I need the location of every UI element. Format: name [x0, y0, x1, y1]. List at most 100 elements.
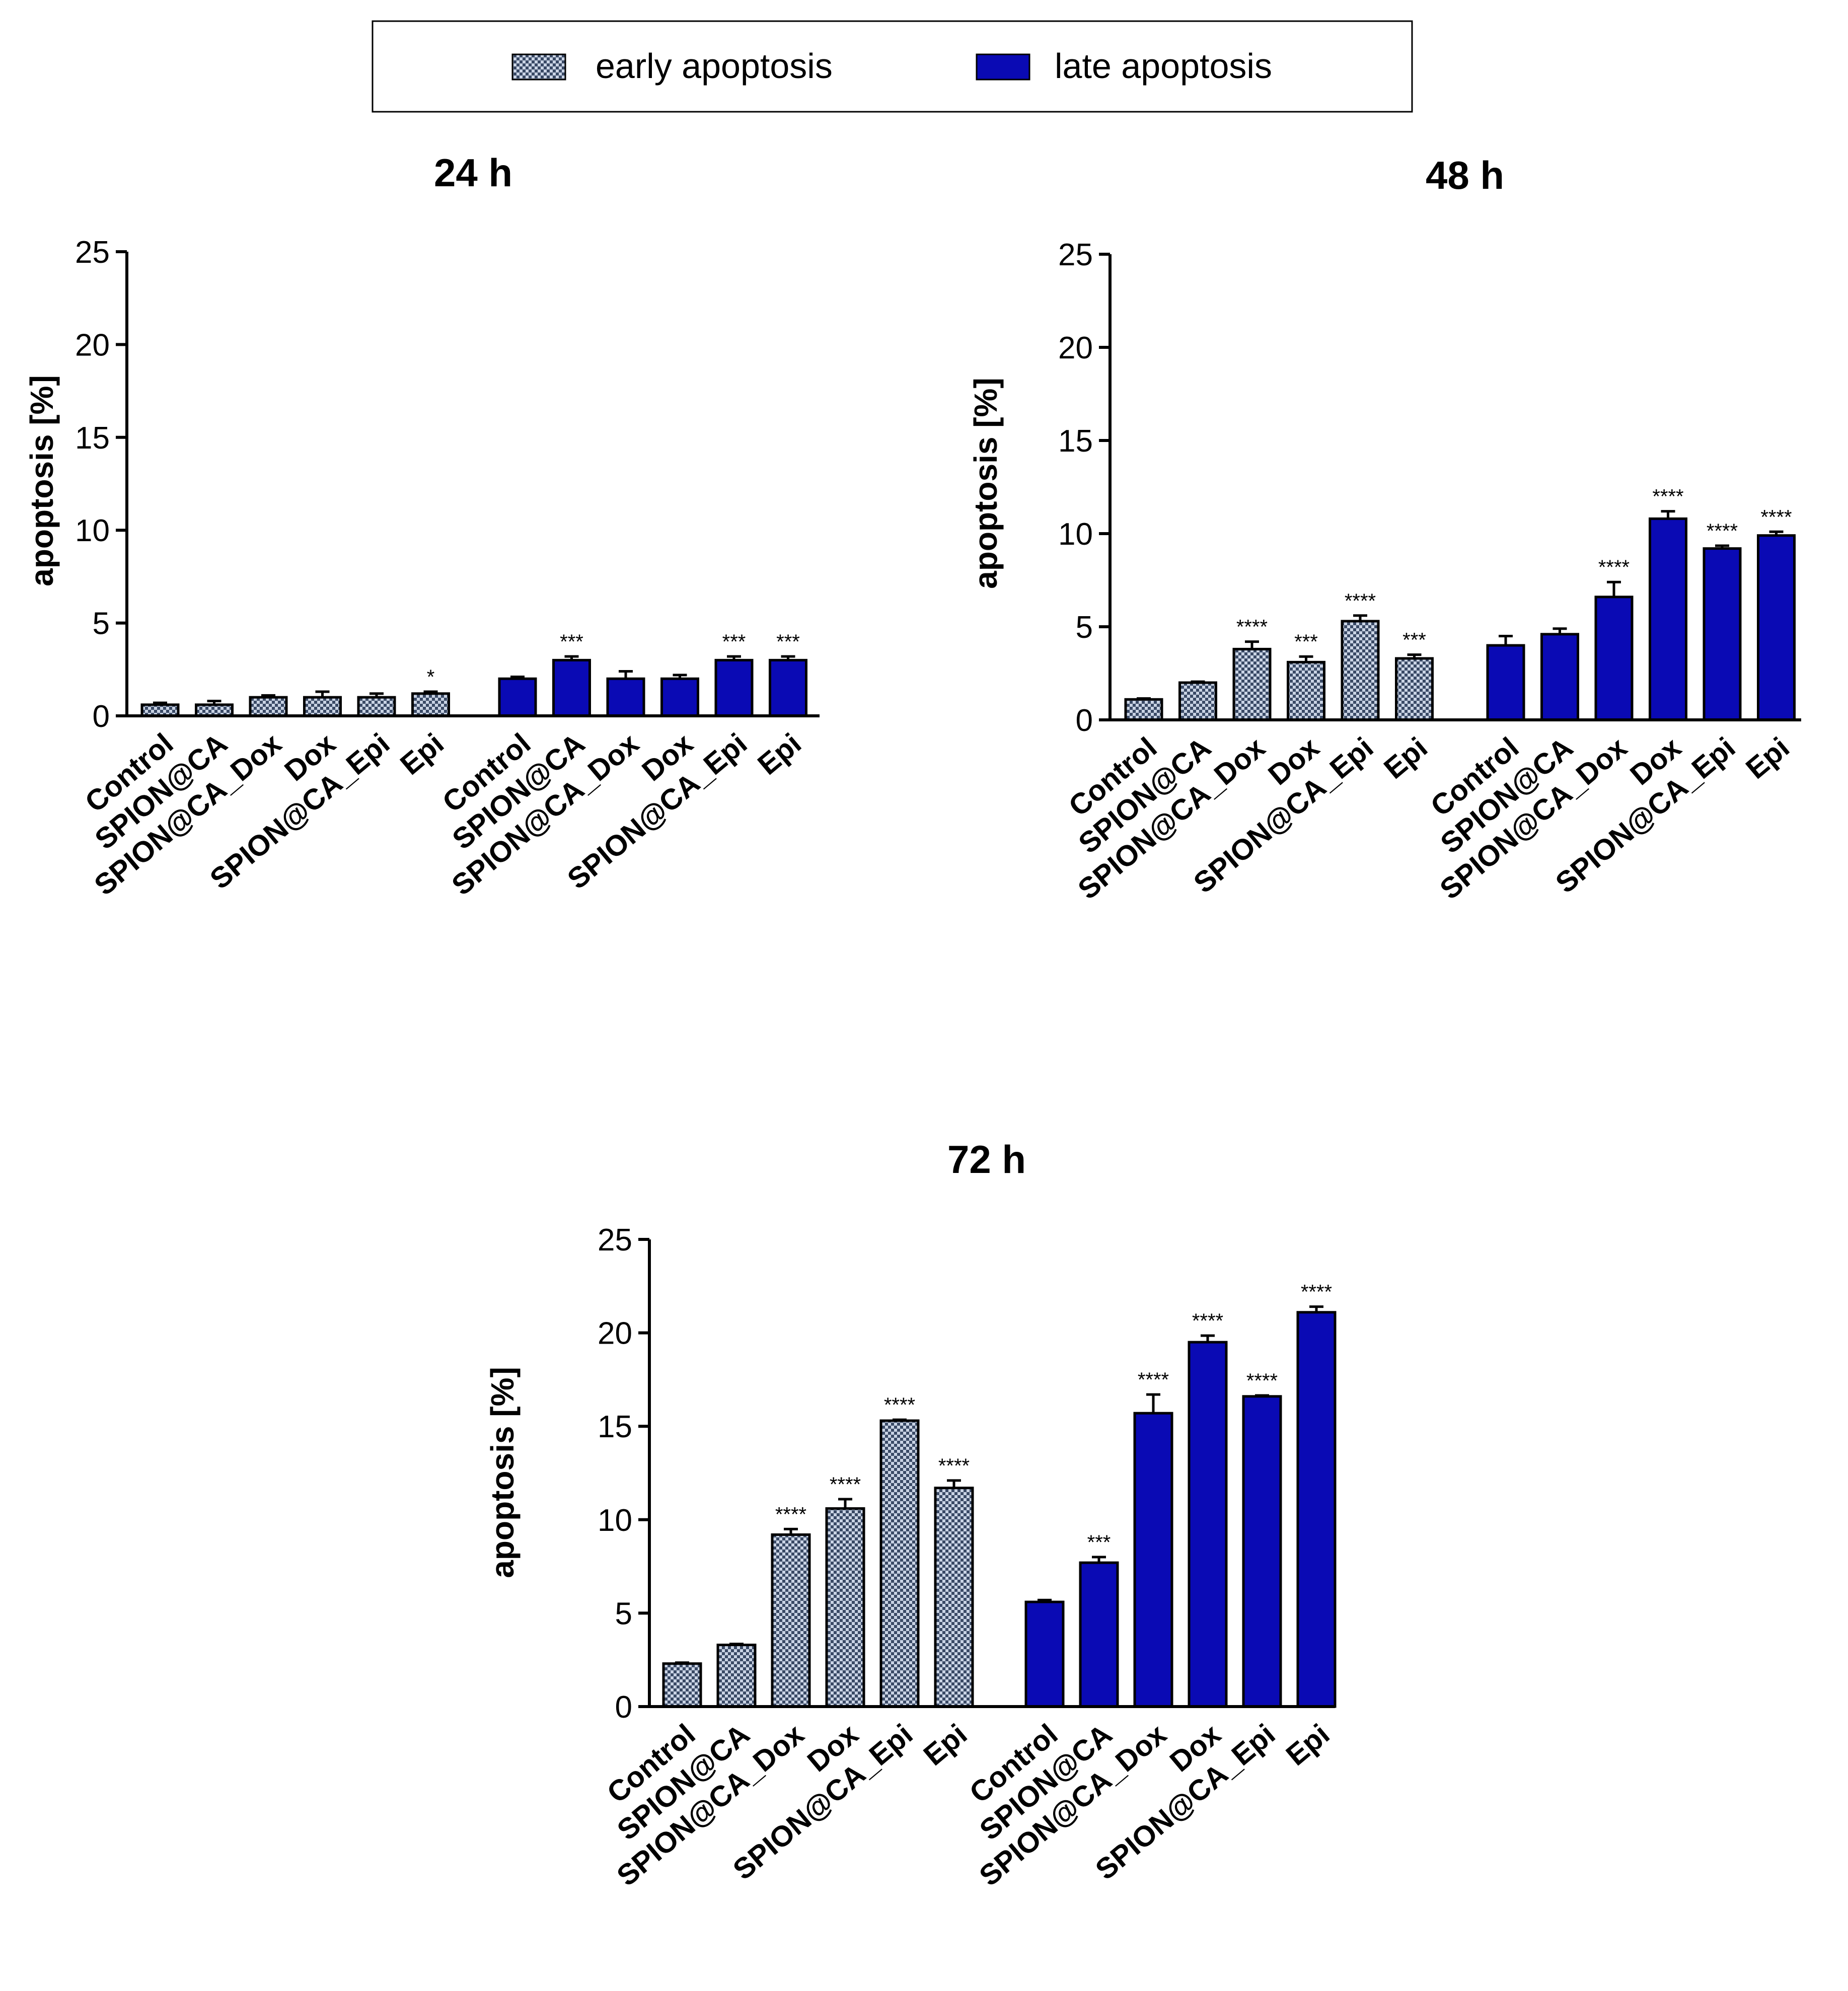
x-tick-labels: ControlSPION@CASPION@CA_DoxDoxSPION@CA_E…	[1063, 731, 1796, 906]
late-bar-dox	[1649, 517, 1687, 721]
late-bar-epi	[1296, 1311, 1337, 1708]
significance-label: ****	[884, 1394, 915, 1416]
y-tick-label: 5	[1076, 610, 1093, 645]
y-tick-label: 5	[93, 607, 110, 641]
late-bar-spion-ca-dox	[1594, 596, 1634, 721]
y-tick-label: 15	[1058, 424, 1093, 459]
early-bar-spion-ca-epi	[1341, 620, 1380, 721]
late-bar-spion-ca-dox	[1133, 1412, 1173, 1708]
y-ticks: 0 5 10 15 20 25	[598, 1223, 649, 1725]
legend-label-late: late apoptosis	[1055, 46, 1272, 86]
y-tick-label: 0	[615, 1690, 632, 1725]
y-tick-label: 5	[615, 1596, 632, 1631]
legend: early apoptosis late apoptosis	[372, 20, 1413, 113]
y-ticks: 0 5 10 15 20 25	[75, 235, 127, 734]
late-bar-control	[1024, 1600, 1065, 1708]
y-tick-label: 0	[93, 699, 110, 734]
y-tick-label: 15	[598, 1410, 632, 1444]
significance-label: ***	[776, 631, 800, 653]
early-bar-dox	[1287, 660, 1325, 721]
legend-swatch-early	[511, 53, 566, 81]
early-bar-spion-ca	[1178, 681, 1217, 721]
x-tick-label: Epi	[1280, 1718, 1336, 1772]
x-tick-label: Epi	[394, 727, 450, 781]
y-axis-label: apoptosis [%]	[24, 375, 60, 586]
early-bar-control	[662, 1662, 702, 1708]
early-bar-spion-ca-dox	[249, 696, 288, 717]
early-bar-epi	[934, 1487, 974, 1708]
early-bar-epi	[1395, 657, 1434, 721]
significance-label: ****	[938, 1455, 970, 1477]
significance-label: ****	[1138, 1369, 1169, 1391]
bars: ***********************************	[662, 1281, 1337, 1708]
y-tick-label: 15	[75, 421, 110, 456]
significance-label: ****	[1598, 556, 1630, 578]
x-tick-label: Epi	[1378, 731, 1434, 785]
y-tick-label: 10	[598, 1503, 632, 1538]
x-tick-label: Epi	[1740, 731, 1796, 785]
significance-label: ****	[1652, 486, 1683, 508]
late-bar-spion-ca	[552, 658, 591, 717]
significance-label: ***	[1402, 629, 1426, 651]
y-tick-label: 25	[598, 1223, 632, 1258]
late-bar-dox	[1188, 1341, 1228, 1708]
significance-label: ****	[1707, 520, 1738, 542]
y-tick-label: 20	[75, 328, 110, 362]
significance-label: ****	[1246, 1370, 1278, 1392]
late-bar-spion-ca	[1079, 1561, 1119, 1708]
y-tick-label: 10	[1058, 517, 1093, 552]
significance-label: ****	[1192, 1310, 1223, 1332]
significance-label: *	[427, 666, 435, 688]
significance-label: ***	[722, 631, 746, 653]
y-tick-label: 25	[1058, 238, 1093, 272]
significance-label: ****	[1345, 590, 1376, 612]
early-bar-spion-ca-dox	[771, 1533, 811, 1708]
y-axis-label: apoptosis [%]	[484, 1367, 521, 1578]
late-bar-spion-ca-epi	[1242, 1395, 1282, 1708]
late-bar-spion-ca-epi	[714, 658, 754, 717]
late-bar-spion-ca-epi	[1703, 547, 1742, 721]
chart-title: 48 h	[1426, 153, 1504, 197]
significance-label: ****	[1760, 506, 1792, 528]
early-bar-spion-ca	[195, 703, 234, 717]
early-bar-control	[1124, 698, 1163, 721]
x-tick-label: Epi	[917, 1718, 973, 1772]
late-bar-dox	[660, 677, 699, 717]
significance-label: ***	[1087, 1531, 1111, 1554]
chart-title: 72 h	[947, 1137, 1026, 1182]
significance-label: ****	[830, 1473, 861, 1496]
early-bar-spion-ca-epi	[879, 1419, 920, 1708]
chart-title: 24 h	[434, 151, 512, 195]
y-tick-label: 10	[75, 513, 110, 548]
late-bar-spion-ca	[1540, 633, 1579, 721]
early-bar-spion-ca-dox	[1232, 647, 1272, 721]
early-bar-dox	[825, 1507, 865, 1708]
y-tick-label: 25	[75, 235, 110, 270]
y-tick-label: 20	[598, 1316, 632, 1351]
significance-label: ****	[1301, 1281, 1332, 1303]
late-bar-control	[498, 677, 537, 717]
x-tick-labels: ControlSPION@CASPION@CA_DoxDoxSPION@CA_E…	[601, 1718, 1336, 1892]
y-tick-label: 20	[1058, 331, 1093, 365]
bars: ******************************	[1124, 486, 1796, 721]
legend-swatch-late	[976, 53, 1030, 81]
early-bar-epi	[411, 692, 450, 717]
early-bar-dox	[303, 696, 342, 717]
early-bar-control	[140, 703, 180, 717]
y-axis-label: apoptosis [%]	[968, 378, 1004, 589]
late-bar-control	[1486, 644, 1525, 721]
x-tick-label: Epi	[752, 727, 807, 781]
y-tick-label: 0	[1076, 703, 1093, 738]
early-bar-spion-ca	[716, 1644, 757, 1708]
late-bar-epi	[769, 658, 807, 717]
significance-label: ****	[775, 1503, 806, 1525]
late-bar-epi	[1757, 534, 1796, 721]
late-bar-spion-ca-dox	[606, 677, 645, 717]
significance-label: ***	[560, 631, 583, 653]
early-bar-spion-ca-epi	[357, 696, 396, 717]
legend-label-early: early apoptosis	[596, 46, 833, 86]
